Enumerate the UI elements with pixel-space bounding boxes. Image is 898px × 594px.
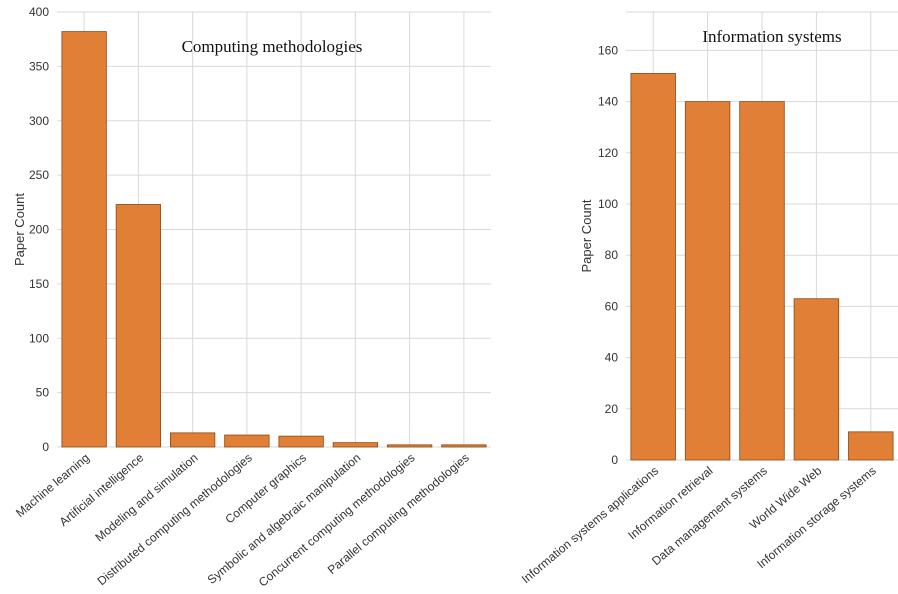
y-tick-label: 400: [29, 5, 49, 19]
y-tick-label: 50: [36, 386, 50, 400]
y-tick-label: 140: [598, 95, 618, 109]
y-tick-label: 80: [605, 248, 619, 262]
bar: [170, 433, 214, 447]
y-tick-label: 60: [605, 299, 619, 313]
y-axis-label: Paper Count: [12, 193, 27, 266]
bar: [225, 435, 269, 447]
bar: [442, 445, 486, 447]
bar: [279, 436, 323, 447]
y-tick-label: 0: [611, 453, 618, 467]
y-tick-label: 40: [605, 351, 619, 365]
y-tick-label: 120: [598, 146, 618, 160]
y-tick-label: 250: [29, 168, 49, 182]
y-tick-label: 350: [29, 59, 49, 73]
bar: [794, 299, 839, 460]
y-tick-label: 160: [598, 43, 618, 57]
chart-2: 0 20 40 60 80 100 120 140 160 Information systems…: [519, 12, 898, 586]
y-tick-label: 100: [598, 197, 618, 211]
chart-title: Computing methodologies: [182, 37, 363, 56]
y-tick-label: 200: [29, 223, 49, 237]
bar: [62, 32, 106, 447]
bar: [333, 443, 377, 447]
bar: [631, 73, 676, 460]
y-tick-label: 300: [29, 114, 49, 128]
y-tick-label: 100: [29, 331, 49, 345]
y-axis-label: Paper Count: [579, 199, 594, 272]
bar: [116, 204, 160, 447]
bar: [685, 102, 730, 460]
chart-title: Information systems: [702, 27, 841, 46]
y-tick-label: 150: [29, 277, 49, 291]
bar: [848, 432, 893, 460]
y-tick-label: 0: [42, 440, 49, 454]
bar: [740, 102, 785, 460]
x-tick-label: Modeling and simulation: [92, 451, 200, 545]
bar: [387, 445, 431, 447]
y-tick-label: 20: [605, 402, 619, 416]
